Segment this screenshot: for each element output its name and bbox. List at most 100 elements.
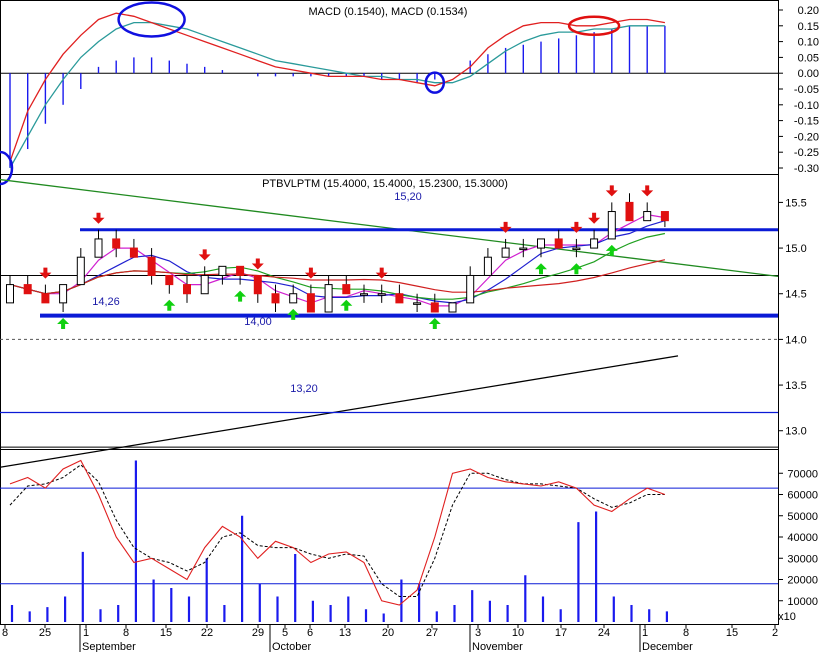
ma-short-line (9, 213, 666, 307)
x-day-label: 15 (726, 627, 738, 639)
outer-frame (0, 0, 779, 625)
macd-tick-label: 0.00 (798, 68, 819, 80)
candle-body (537, 238, 545, 249)
macd-highlight-ellipse (424, 71, 446, 94)
candle-body (59, 284, 68, 304)
ma-fast-line (9, 220, 666, 304)
candle-body (165, 274, 174, 286)
candle-body (306, 293, 315, 313)
candle-body (218, 265, 227, 276)
macd-tick-label: -0.15 (794, 116, 819, 128)
volume-tick-label: 70000 (787, 468, 818, 480)
macd-tick-label: -0.20 (794, 131, 819, 143)
candle-body (236, 265, 245, 276)
candle-body (271, 293, 280, 304)
candle-body (183, 284, 191, 295)
price-tick-label: 13.0 (785, 426, 806, 438)
x-day-label: 10 (512, 627, 524, 639)
x-day-label: 15 (160, 627, 172, 639)
x-day-label: 8 (2, 627, 8, 639)
candle-body (554, 238, 563, 249)
candle-body (360, 293, 368, 296)
panel-frames (0, 0, 779, 625)
buy-arrow (163, 299, 176, 311)
candle-body (342, 284, 351, 295)
candle-body (413, 302, 422, 305)
stochastic-d-line (9, 464, 665, 597)
macd-line (9, 12, 666, 162)
sell-arrow (641, 185, 654, 197)
stochastic-k-line (9, 459, 666, 606)
macd-tick-label: 0.20 (798, 5, 819, 17)
price-tick-label: 13.5 (785, 380, 806, 392)
candle-body (607, 211, 616, 240)
x-month-label: November (472, 641, 523, 652)
candle-body (466, 274, 475, 304)
x-day-label: 20 (382, 627, 394, 639)
candle-body (448, 302, 457, 313)
x-month-label: October (272, 641, 311, 652)
candle-body (430, 302, 439, 313)
buy-arrow (287, 308, 300, 320)
candle-body (643, 211, 652, 222)
price-tick-label: 14.5 (785, 289, 806, 301)
macd-signal-line (9, 21, 665, 169)
x-day-label: 6 (307, 627, 313, 639)
buy-arrow (605, 244, 618, 256)
macd-title: MACD (0.1540), MACD (0.1534) (309, 6, 468, 18)
x-day-label: 8 (683, 627, 689, 639)
x-day-label: 27 (426, 627, 438, 639)
x-day-label: 29 (252, 627, 264, 639)
x-day-label: 2 (772, 627, 778, 639)
volume-tick-label: 40000 (787, 532, 818, 544)
sell-arrow (92, 212, 105, 224)
price-tick-label: 15.5 (785, 197, 806, 209)
candle-body (590, 238, 599, 249)
candle-body (519, 247, 528, 251)
macd-tick-label: 0.10 (798, 37, 819, 49)
axis-labels: 0.20 0.15 0.10 0.05 0.00 -0.05 -0.10 -0.15 -0.20… (2, 5, 819, 652)
candle-body (6, 284, 14, 304)
x-day-label: 8 (123, 627, 129, 639)
volume-tick-label: 50000 (787, 511, 818, 523)
ma-slow-line (9, 259, 666, 295)
candle-body (41, 293, 50, 304)
long-support-label: 13,20 (290, 383, 318, 395)
support-dash-label: 14,00 (244, 316, 272, 328)
macd-tick-label: -0.30 (794, 163, 819, 175)
x-day-label: 13 (339, 627, 351, 639)
macd-highlight-ellipse (0, 150, 14, 186)
sell-arrow (375, 267, 388, 279)
candle-body (23, 284, 32, 295)
candle-body (289, 293, 298, 304)
candle-body (377, 293, 386, 296)
stochastic-volume-panel (0, 459, 778, 622)
x-day-label: 22 (201, 627, 213, 639)
sell-arrow (304, 267, 317, 279)
volume-tick-label: 20000 (787, 575, 818, 587)
buy-arrow (57, 318, 70, 329)
x-day-label: 1 (83, 627, 89, 639)
ma-medium-line (9, 232, 666, 300)
macd-tick-label: 0.15 (798, 21, 819, 33)
x-day-label: 25 (39, 627, 51, 639)
x-day-label: 3 (475, 627, 481, 639)
buy-arrow (570, 263, 583, 275)
volume-scale-label: x10 (778, 611, 796, 623)
candle-body (112, 238, 121, 249)
candle-body (625, 201, 634, 222)
price-tick-label: 14.0 (785, 334, 806, 346)
buy-arrow (428, 318, 441, 329)
macd-tick-label: -0.10 (794, 100, 819, 112)
x-day-label: 24 (598, 627, 610, 639)
candle-body (660, 211, 669, 222)
candle-body (324, 284, 333, 313)
candle-body (572, 247, 581, 251)
price-panel (0, 178, 779, 468)
long-uptrend-line (0, 355, 679, 468)
candle-body (129, 247, 138, 258)
price-tick-label: 15.0 (785, 243, 806, 255)
candle-body (200, 274, 209, 295)
sell-arrow (39, 267, 52, 279)
